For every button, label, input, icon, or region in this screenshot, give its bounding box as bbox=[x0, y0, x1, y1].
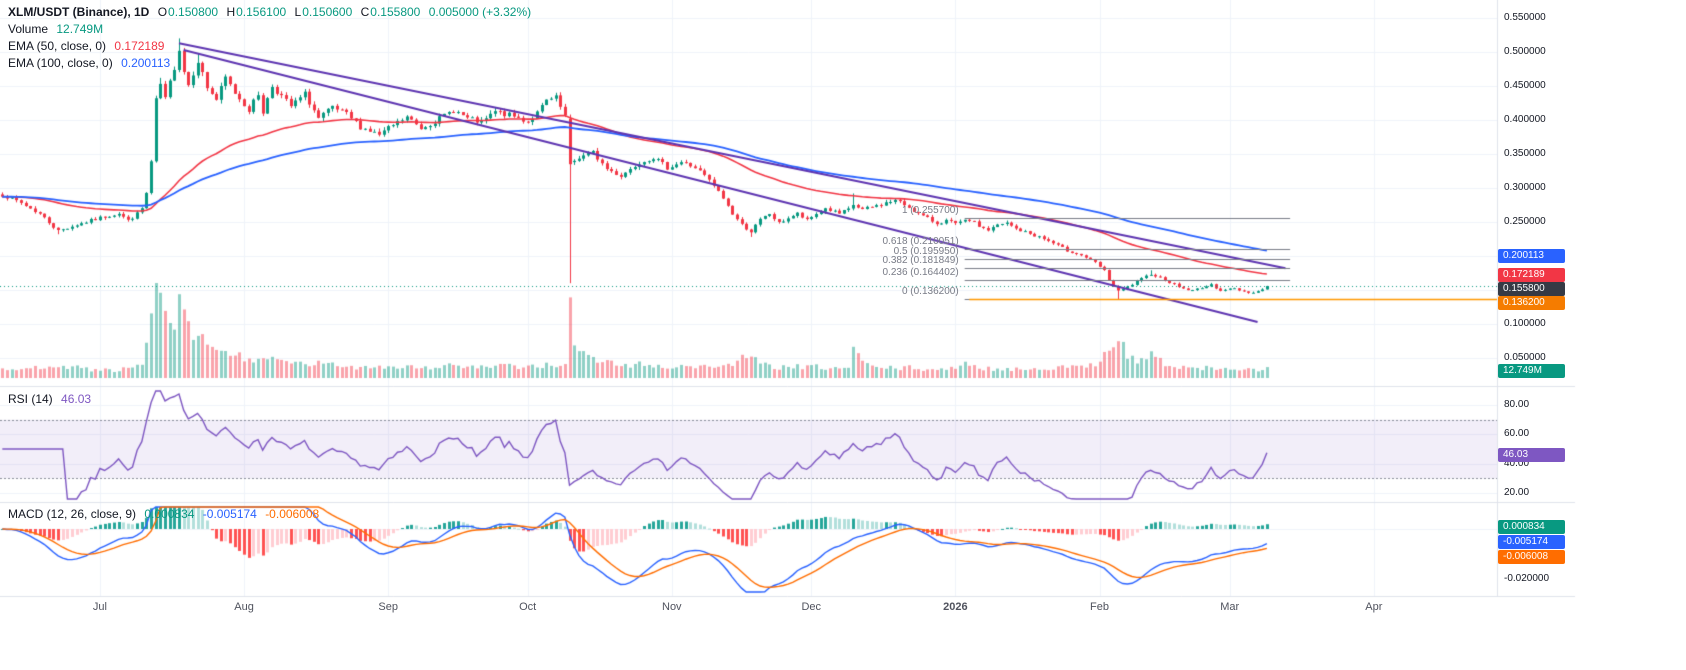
high-label: H bbox=[226, 5, 236, 19]
macd-legend-row[interactable]: MACD (12, 26, close, 9) 0.000834 -0.0051… bbox=[8, 506, 324, 523]
symbol-legend-row[interactable]: XLM/USDT (Binance), 1D O0.150800 H0.1561… bbox=[8, 4, 536, 21]
macd-legend-label[interactable]: MACD (12, 26, close, 9) bbox=[8, 507, 137, 521]
ema100-legend-value: 0.200113 bbox=[121, 56, 171, 70]
change-value: 0.005000 (+3.32%) bbox=[428, 5, 532, 19]
price-axis[interactable] bbox=[1497, 0, 1577, 596]
main-chart-legend: XLM/USDT (Binance), 1D O0.150800 H0.1561… bbox=[8, 4, 536, 72]
open-label: O bbox=[157, 5, 168, 19]
macd-hist-value: 0.000834 bbox=[144, 507, 195, 521]
volume-legend-label[interactable]: Volume bbox=[8, 22, 49, 36]
ema50-legend-row[interactable]: EMA (50, close, 0) 0.172189 bbox=[8, 38, 536, 55]
close-value: 0.155800 bbox=[370, 5, 421, 19]
volume-legend-row[interactable]: Volume 12.749M bbox=[8, 21, 536, 38]
open-value: 0.150800 bbox=[168, 5, 219, 19]
rsi-pane-legend: RSI (14) 46.03 bbox=[8, 391, 96, 408]
rsi-legend-row[interactable]: RSI (14) 46.03 bbox=[8, 391, 96, 408]
ema50-legend-value: 0.172189 bbox=[114, 39, 165, 53]
ema100-legend-row[interactable]: EMA (100, close, 0) 0.200113 bbox=[8, 55, 536, 72]
macd-signal-value: -0.006008 bbox=[265, 507, 320, 521]
close-label: C bbox=[360, 5, 370, 19]
ema50-legend-label[interactable]: EMA (50, close, 0) bbox=[8, 39, 107, 53]
ema100-legend-label[interactable]: EMA (100, close, 0) bbox=[8, 56, 113, 70]
high-value: 0.156100 bbox=[236, 5, 287, 19]
rsi-legend-value: 46.03 bbox=[61, 392, 92, 406]
low-value: 0.150600 bbox=[302, 5, 353, 19]
low-label: L bbox=[294, 5, 302, 19]
macd-pane-legend: MACD (12, 26, close, 9) 0.000834 -0.0051… bbox=[8, 506, 324, 523]
macd-line-value: -0.005174 bbox=[202, 507, 257, 521]
volume-legend-value: 12.749M bbox=[56, 22, 104, 36]
time-axis[interactable] bbox=[0, 596, 1575, 624]
symbol-title[interactable]: XLM/USDT (Binance), 1D bbox=[8, 5, 150, 19]
rsi-legend-label[interactable]: RSI (14) bbox=[8, 392, 53, 406]
